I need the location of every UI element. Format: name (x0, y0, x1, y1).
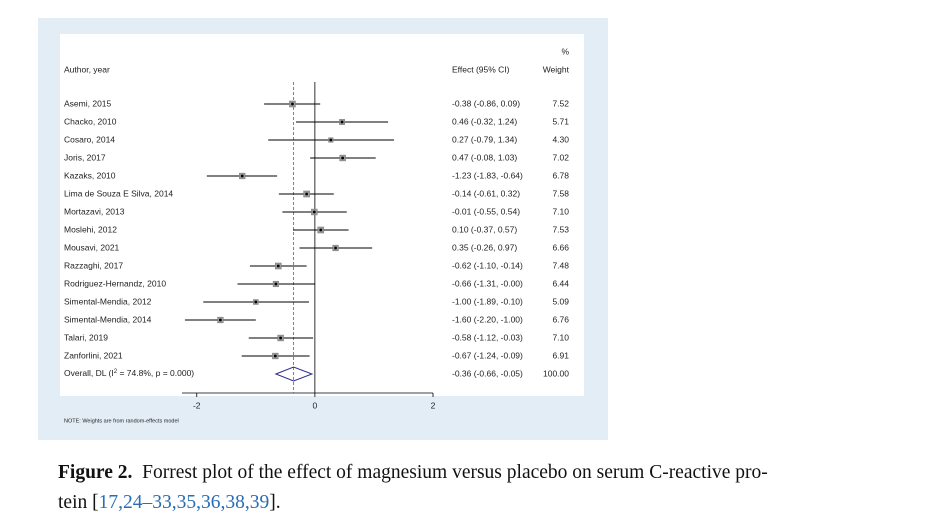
point-estimate (334, 246, 337, 250)
ci-label: -0.66 (-1.31, -0.00) (452, 278, 523, 288)
point-estimate (274, 282, 278, 286)
overall-label-text: = 74.8%, p = 0.000) (117, 368, 194, 378)
header-effect: Effect (95% CI) (452, 64, 510, 74)
point-estimate (240, 174, 244, 178)
study-name: Talari, 2019 (64, 332, 108, 342)
plot-area (60, 34, 584, 396)
point-estimate (341, 156, 345, 160)
weight-label: 5.71 (552, 116, 569, 126)
weight-label: 7.02 (552, 152, 569, 162)
ci-label: 0.46 (-0.32, 1.24) (452, 116, 517, 126)
study-name: Asemi, 2015 (64, 98, 112, 108)
point-estimate (340, 120, 344, 124)
x-tick-label: -2 (193, 400, 201, 410)
caption-text: Forrest plot of the effect of magnesium … (142, 462, 768, 483)
study-name: Moslehi, 2012 (64, 224, 117, 234)
weight-label: 7.58 (552, 188, 569, 198)
weight-label: 7.48 (552, 260, 569, 270)
weight-label: 7.52 (552, 98, 569, 108)
caption-refs[interactable]: 17,24–33,35,36,38,39 (98, 492, 270, 513)
ci-label: -0.58 (-1.12, -0.03) (452, 332, 523, 342)
ci-label: -1.23 (-1.83, -0.64) (452, 170, 523, 180)
x-tick-label: 2 (431, 400, 436, 410)
study-name: Kazaks, 2010 (64, 170, 116, 180)
point-estimate (312, 210, 316, 214)
point-estimate (218, 318, 222, 322)
caption: Figure 2. Forrest plot of the effect of … (58, 458, 918, 518)
point-estimate (273, 354, 277, 358)
ci-label: -0.67 (-1.24, -0.09) (452, 350, 523, 360)
weight-label: 6.44 (552, 278, 569, 288)
ci-label: -1.00 (-1.89, -0.10) (452, 296, 523, 306)
weight-label: 7.53 (552, 224, 569, 234)
weight-label: 100.00 (543, 368, 569, 378)
point-estimate (319, 228, 323, 232)
figure: Author, year Effect (95% CI) % Weight NO… (38, 18, 608, 440)
ci-label: 0.35 (-0.26, 0.97) (452, 242, 517, 252)
weight-label: 6.66 (552, 242, 569, 252)
point-estimate (291, 102, 294, 106)
weight-label: 4.30 (552, 134, 569, 144)
header-weight: Weight (543, 64, 570, 74)
overall-label-text: Overall, DL (I (64, 368, 114, 378)
ci-label: -0.14 (-0.61, 0.32) (452, 188, 520, 198)
point-estimate (276, 264, 280, 268)
weight-label: 6.76 (552, 314, 569, 324)
overall-label-sup: 2 (114, 369, 118, 375)
weight-label: 6.91 (552, 350, 569, 360)
study-name: Mortazavi, 2013 (64, 206, 125, 216)
x-tick-label: 0 (313, 400, 318, 410)
ci-label: -0.38 (-0.86, 0.09) (452, 98, 520, 108)
point-estimate (329, 138, 333, 142)
ci-label: 0.27 (-0.79, 1.34) (452, 134, 517, 144)
header-pct: % (561, 46, 569, 56)
study-name: Joris, 2017 (64, 152, 106, 162)
weight-label: 5.09 (552, 296, 569, 306)
header-study: Author, year (64, 64, 110, 74)
study-name: Lima de Souza E Silva, 2014 (64, 188, 173, 198)
ci-label: 0.47 (-0.08, 1.03) (452, 152, 517, 162)
overall-diamond (274, 366, 314, 382)
study-name: Rodriguez-Hernandz, 2010 (64, 278, 166, 288)
study-name: Mousavi, 2021 (64, 242, 120, 252)
caption-text: tein [ (58, 492, 99, 513)
overall-label: Overall, DL (I2 = 74.8%, p = 0.000) (64, 368, 194, 378)
study-name: Chacko, 2010 (64, 116, 117, 126)
weight-label: 7.10 (552, 206, 569, 216)
ci-label: -0.62 (-1.10, -0.14) (452, 260, 523, 270)
note: NOTE: Weights are from random-effects mo… (64, 418, 179, 424)
caption-end: ]. (269, 492, 281, 513)
point-estimate (305, 192, 309, 196)
weight-label: 7.10 (552, 332, 569, 342)
study-name: Razzaghi, 2017 (64, 260, 123, 270)
ci-label: -0.36 (-0.66, -0.05) (452, 368, 523, 378)
point-estimate (279, 336, 283, 340)
study-name: Cosaro, 2014 (64, 134, 115, 144)
study-name: Zanforlini, 2021 (64, 350, 123, 360)
weight-label: 6.78 (552, 170, 569, 180)
ci-label: 0.10 (-0.37, 0.57) (452, 224, 517, 234)
study-name: Simental-Mendia, 2014 (64, 314, 152, 324)
point-estimate (254, 300, 258, 304)
caption-label: Figure 2. (58, 462, 133, 483)
ci-label: -0.01 (-0.55, 0.54) (452, 206, 520, 216)
ci-label: -1.60 (-2.20, -1.00) (452, 314, 523, 324)
study-name: Simental-Mendia, 2012 (64, 296, 152, 306)
